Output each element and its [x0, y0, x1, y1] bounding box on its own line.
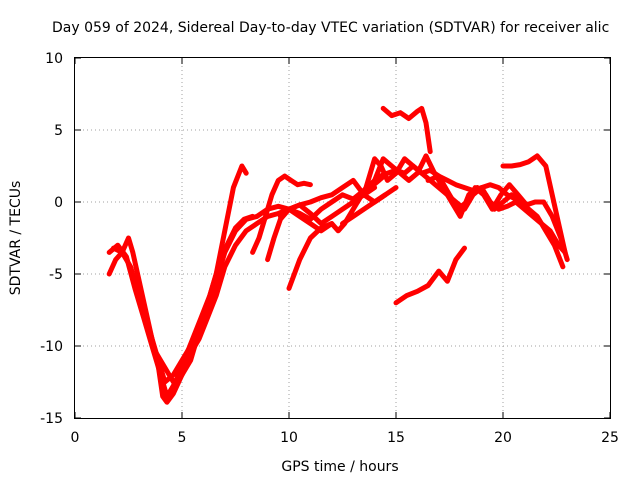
chart-title: Day 059 of 2024, Sidereal Day-to-day VTE…: [52, 20, 609, 36]
series-line: [500, 153, 568, 255]
x-tick-label: 0: [71, 430, 80, 446]
series-line: [286, 163, 519, 291]
x-tick-label: 20: [494, 430, 512, 446]
series-line: [277, 177, 388, 219]
series-line: [250, 173, 313, 255]
y-tick-label: 5: [54, 123, 63, 139]
x-tick-label: 10: [280, 430, 298, 446]
series-layer: [106, 105, 570, 405]
plot-frame: [74, 57, 611, 419]
y-tick-label: 10: [45, 51, 63, 67]
y-tick-label: 0: [54, 195, 63, 211]
x-tick-label: 25: [601, 430, 619, 446]
ticks: 0 5 10 15 20 25 -15 -10 -5 0 5 10: [40, 51, 619, 446]
x-tick-label: 5: [178, 430, 187, 446]
y-tick-label: -15: [40, 411, 63, 427]
y-tick-label: -5: [49, 267, 63, 283]
y-axis-label: SDTVAR / TECUs: [8, 181, 24, 296]
series-line: [425, 173, 570, 263]
series-line: [106, 163, 249, 405]
series-line: [393, 245, 467, 306]
series-line: [153, 185, 378, 385]
x-tick-label: 15: [387, 430, 405, 446]
series-line: [372, 153, 566, 270]
y-tick-label: -10: [40, 339, 63, 355]
series-line: [380, 105, 433, 155]
series-line: [340, 185, 399, 227]
x-axis-label: GPS time / hours: [281, 459, 398, 475]
